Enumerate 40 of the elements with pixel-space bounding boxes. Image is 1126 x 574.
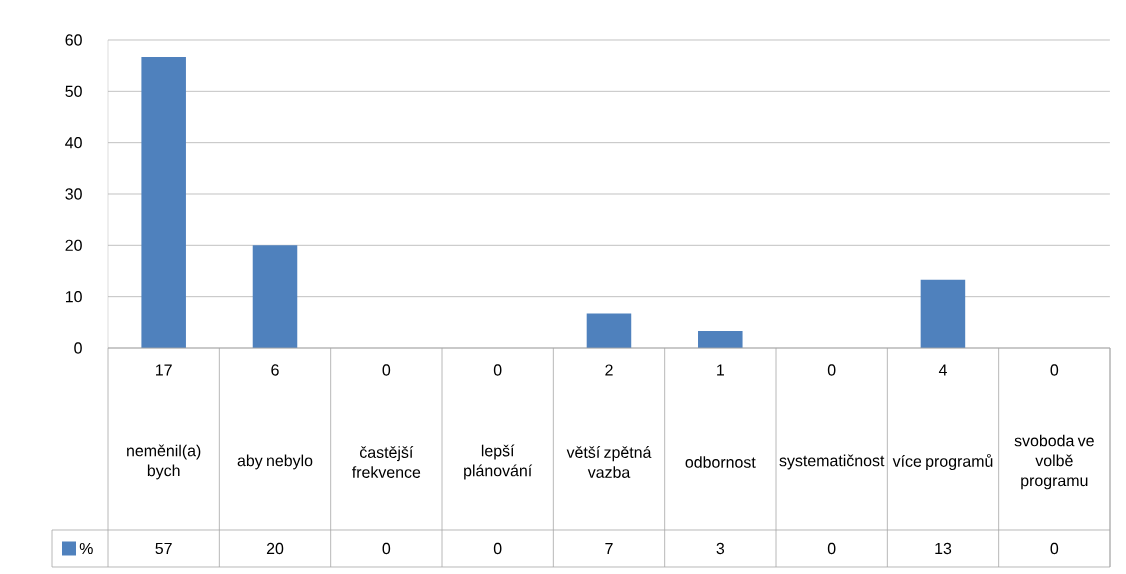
text: 4 (938, 364, 947, 376)
text: 0 (493, 364, 502, 376)
text: 0 (382, 364, 391, 376)
x-tick-label: větší zpětná vazba (566, 446, 652, 478)
x-tick-label: svoboda ve volbě programu (1014, 434, 1094, 490)
x-tick-label: odbornost (685, 456, 756, 468)
bar (698, 331, 743, 348)
x-tick-label: neměnil(a) bych (127, 444, 201, 480)
data-label: 13 (935, 542, 952, 555)
bar (141, 56, 186, 348)
data-label: 20 (266, 542, 284, 555)
text: 0 (827, 364, 836, 376)
y-tick-label: 10 (65, 291, 82, 303)
y-tick-label: 60 (65, 34, 82, 46)
data-label: 0 (382, 542, 391, 555)
y-tick-label: 40 (65, 137, 82, 149)
text: 17 (156, 364, 172, 376)
y-tick-label: 50 (65, 85, 82, 97)
y-tick-label: 20 (65, 239, 82, 251)
x-tick-label: systematičnost (779, 454, 885, 470)
data-label: 0 (1050, 542, 1059, 555)
y-tick-label: 30 (65, 188, 82, 200)
data-label: 7 (605, 543, 613, 554)
x-tick-label: více programů (892, 453, 993, 471)
x-tick-label: častější frekvence (352, 446, 421, 478)
bar (586, 313, 632, 348)
x-tick-label: aby nebylo (237, 454, 313, 470)
text: 6 (271, 364, 279, 376)
text: 0 (1050, 364, 1059, 376)
y-tick-label: 0 (74, 342, 82, 354)
x-tick-label: lepší plánování (464, 444, 533, 480)
text: 2 (605, 364, 613, 376)
bar (252, 245, 298, 348)
legend-label: % (79, 542, 93, 555)
bar (920, 279, 966, 348)
data-label: 0 (493, 542, 502, 555)
data-label: 0 (827, 542, 836, 555)
data-label: 57 (155, 542, 172, 555)
text: 1 (717, 364, 724, 376)
data-label: 3 (716, 542, 725, 555)
